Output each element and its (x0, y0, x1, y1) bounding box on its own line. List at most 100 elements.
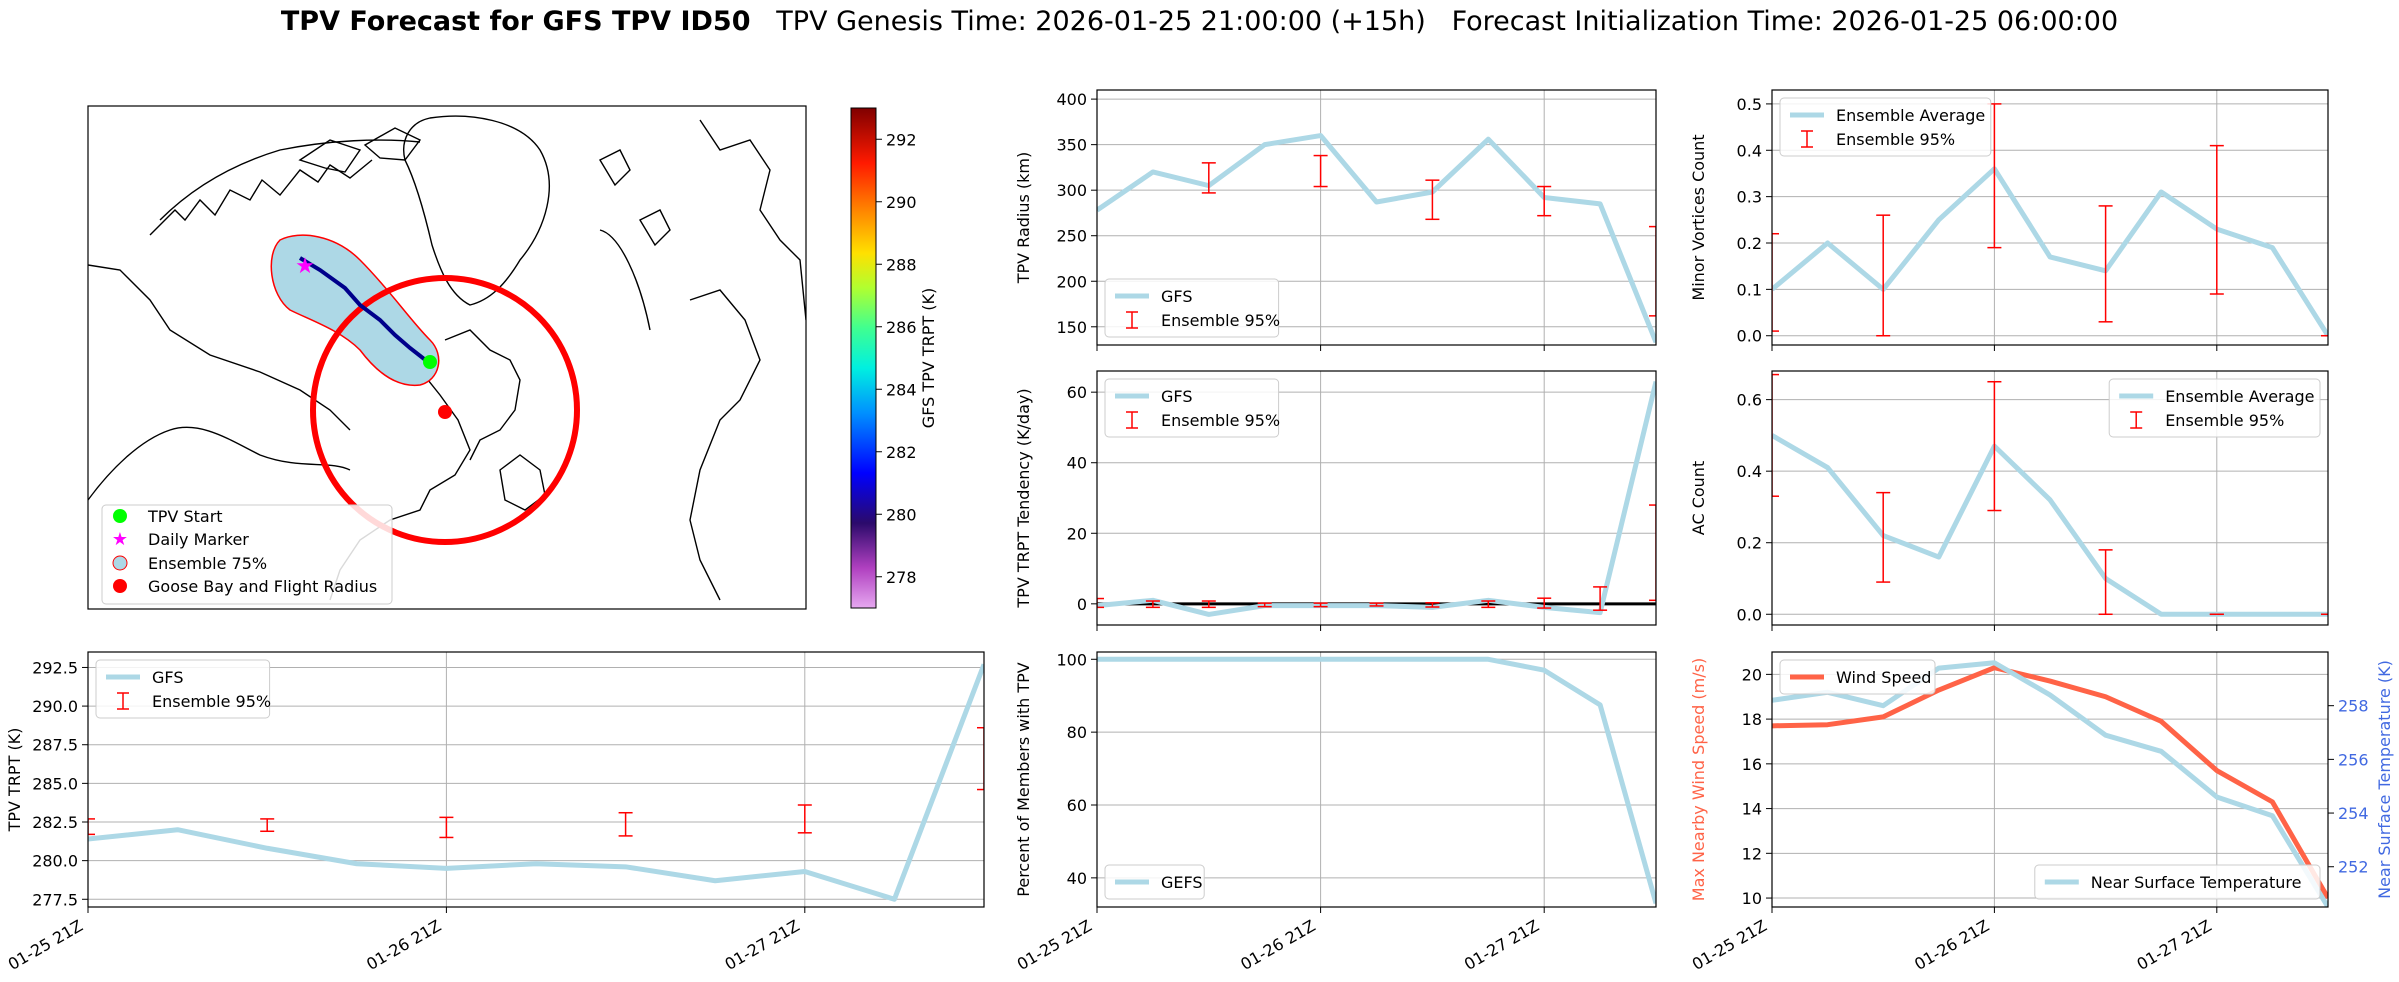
axes-frame (1096, 370, 1657, 626)
errorbar (1425, 179, 1440, 221)
legend: Ensemble Average Ensemble 95% (2108, 378, 2321, 438)
legend-label: Ensemble 95% (1161, 311, 1280, 330)
y-tick-label: 16 (1742, 755, 1762, 774)
legend-ensemble-icon (112, 555, 128, 571)
legend-label: Ensemble 95% (152, 692, 271, 711)
arctic-islands-west (149, 159, 373, 236)
tpv-track (298, 256, 430, 364)
map-frame (87, 105, 807, 610)
legend: Ensemble Average Ensemble 95% (1779, 97, 1992, 157)
y-tick-label: 250 (1056, 227, 1087, 246)
errorbar (1425, 602, 1440, 608)
plot-area (1097, 133, 1656, 344)
x-tick-label: 01-27 21Z (722, 916, 803, 974)
labrador-coast (444, 329, 521, 461)
y-tick-label: 0.1 (1737, 280, 1762, 299)
errorbar (439, 816, 454, 839)
y-tick-label: 40 (1067, 454, 1087, 473)
errorbar (1257, 602, 1272, 608)
y-right-axis-label: Near Surface Temperature (K) (2375, 660, 2394, 899)
y-axis-label: Max Nearby Wind Speed (m/s) (1689, 658, 1708, 901)
axes-frame (87, 651, 985, 908)
legend-box (2108, 378, 2321, 438)
y-axis-label: Minor Vortices Count (1689, 134, 1708, 300)
figure-title: TPV Forecast for GFS TPV ID50 TPV Genesi… (0, 6, 2399, 37)
y-tick-label: 20 (1742, 665, 1762, 684)
series-wind-speed (1772, 665, 2328, 900)
errorbar (1987, 380, 2002, 512)
legend-box (1779, 659, 1936, 695)
errorbar (1313, 602, 1328, 608)
colorbar (850, 107, 877, 609)
y-tick-label: 400 (1056, 90, 1087, 109)
axes-frame (1771, 651, 2329, 908)
chart-members: 100 80 60 40 01-25 21Z 01-26 21Z 01-27 21Z Perc… (1014, 650, 1657, 974)
tpv-start-marker (423, 355, 437, 369)
errorbar (1097, 597, 1104, 609)
legend-label: GFS (1161, 387, 1192, 406)
y-tick-label: 100 (1056, 650, 1087, 669)
errorbar (1876, 214, 1891, 337)
y-tick-label: 290.0 (32, 697, 78, 716)
plot-area (1772, 103, 2328, 338)
legend-label: Ensemble Average (2165, 387, 2314, 406)
legend: GFS Ensemble 95% (95, 659, 271, 719)
x-tick-label: 01-26 21Z (1237, 916, 1318, 974)
chart-minor: 0.5 0.4 0.3 0.2 0.1 0.0 Minor Vortices Count En… (1689, 89, 2329, 351)
legend-daily-icon: ★ (112, 529, 128, 550)
flight-radius-circle (310, 275, 580, 545)
y-tick-label: 0.4 (1737, 462, 1762, 481)
axes-frame (1771, 370, 2329, 626)
y-right-tick-label: 258 (2338, 697, 2369, 716)
errorbar (2098, 549, 2113, 616)
y-tick-label: 200 (1056, 272, 1087, 291)
y-axis-label: Percent of Members with TPV (1014, 662, 1033, 896)
series-gfs (1097, 133, 1656, 344)
y-tick-label: 282.5 (32, 813, 78, 832)
y-tick-label: 40 (1067, 869, 1087, 888)
y-right-tick-label: 252 (2338, 858, 2369, 877)
errorbar (1369, 602, 1384, 607)
errorbar (1593, 586, 1608, 611)
x-tick-label: 01-26 21Z (363, 916, 444, 974)
errorbar (1649, 504, 1656, 602)
legend-label: GFS (152, 668, 183, 687)
legend: GFS Ensemble 95% (1104, 278, 1280, 338)
y-tick-label: 287.5 (32, 736, 78, 755)
legend-box (2034, 864, 2321, 900)
legend-box (1104, 864, 1205, 900)
y-tick-label: 350 (1056, 136, 1087, 155)
legend-label: Wind Speed (1836, 668, 1931, 687)
colorbar-tick-label: 284 (886, 380, 917, 399)
y-tick-label: 280.0 (32, 852, 78, 871)
y-axis-label: TPV Radius (km) (1014, 152, 1033, 285)
errorbar (1537, 597, 1552, 609)
axes-frame (1771, 89, 2329, 346)
y-tick-label: 300 (1056, 181, 1087, 200)
series-near-surface-temperature (1772, 660, 2328, 907)
y-tick-label: 0.6 (1737, 391, 1762, 410)
errorbar (2209, 144, 2224, 295)
x-tick-label: 01-26 21Z (1911, 916, 1992, 974)
chart-trpt: 292.5 290.0 287.5 285.0 282.5 280.0 277.5 01-25… (5, 651, 985, 974)
y-axis-label: TPV TRPT Tendency (K/day) (1014, 388, 1033, 608)
europe-coast (689, 119, 806, 601)
legend-daily-label: Daily Marker (148, 530, 249, 549)
y-tick-label: 60 (1067, 383, 1087, 402)
y-tick-label: 0.0 (1737, 605, 1762, 624)
series-gfs (88, 663, 984, 902)
y-tick-label: 292.5 (32, 658, 78, 677)
errorbar (1649, 225, 1656, 317)
y-tick-label: 0.5 (1737, 95, 1762, 114)
colorbar-tick-label: 290 (886, 193, 917, 212)
chart-tendency: 60 40 20 0 TPV TRPT Tendency (K/day) GFS Ensem… (1014, 370, 1657, 631)
x-tick-label: 01-25 21Z (1014, 916, 1095, 974)
daily-marker: ★ (295, 254, 315, 279)
errorbar (977, 726, 984, 791)
atlantic-line (599, 229, 651, 331)
legend: GFS Ensemble 95% (1104, 378, 1280, 438)
figure-title-bold: TPV Forecast for GFS TPV ID50 (280, 6, 751, 37)
plot-area (88, 663, 984, 902)
errorbar (1313, 154, 1328, 188)
